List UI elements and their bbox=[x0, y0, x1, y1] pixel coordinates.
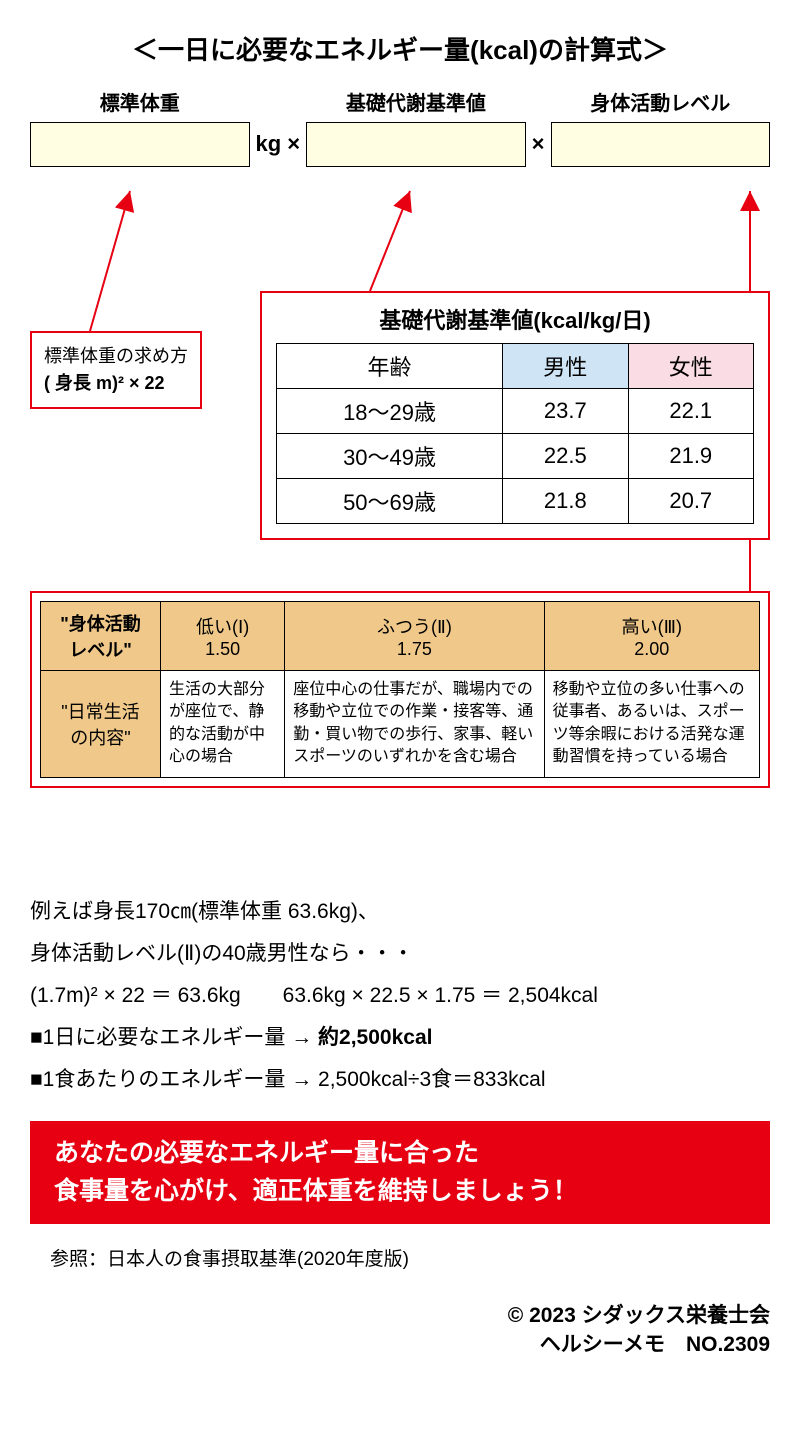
ex5: ■1食あたりのエネルギー量 → 2,500kcal÷3食＝833kcal bbox=[30, 1059, 770, 1101]
reference-text: 参照：日本人の食事摂取基準(2020年度版) bbox=[50, 1244, 770, 1271]
col-female: 女性 bbox=[628, 344, 753, 389]
metabolism-input-box bbox=[306, 122, 526, 167]
example-block: 例えば身長170㎝(標準体重 63.6kg)、 身体活動レベル(Ⅱ)の40歳男性… bbox=[30, 891, 770, 1101]
ex1: 例えば身長170㎝(標準体重 63.6kg)、 bbox=[30, 891, 770, 933]
desc-high: 移動や立位の多い仕事への従事者、あるいは、スポーツ等余暇における活発な運動習慣を… bbox=[544, 671, 759, 778]
level-mid: ふつう(Ⅱ)1.75 bbox=[285, 602, 544, 671]
activity-panel: "身体活動 レベル" 低い(Ⅰ)1.50 ふつう(Ⅱ)1.75 高い(Ⅲ)2.0… bbox=[30, 591, 770, 788]
ex2: 身体活動レベル(Ⅱ)の40歳男性なら・・・ bbox=[30, 933, 770, 975]
cell-male: 22.5 bbox=[503, 434, 628, 479]
table-row: 30～49歳 22.5 21.9 bbox=[277, 434, 754, 479]
metabolism-table: 年齢 男性 女性 18～29歳 23.7 22.1 30～49歳 22.5 21… bbox=[276, 343, 754, 524]
ex4: ■1日に必要なエネルギー量 → 約2,500kcal bbox=[30, 1017, 770, 1059]
cell-age: 50～69歳 bbox=[277, 479, 503, 524]
credit-block: © 2023 シダックス栄養士会 ヘルシーメモ NO.2309 bbox=[30, 1301, 770, 1360]
col-age: 年齢 bbox=[277, 344, 503, 389]
formula-row: 標準体重 kg × 基礎代謝基準値 × 身体活動レベル bbox=[30, 87, 770, 167]
advice-banner: あなたの必要なエネルギー量に合った 食事量を心がけ、適正体重を維持しましょう！ bbox=[30, 1121, 770, 1224]
op1: kg × bbox=[256, 131, 301, 167]
callout-line2: ( 身長 m)² × 22 bbox=[44, 370, 188, 397]
ex3: (1.7m)² × 22 ＝ 63.6kg 63.6kg × 22.5 × 1.… bbox=[30, 975, 770, 1017]
col-male: 男性 bbox=[503, 344, 628, 389]
cell-age: 18～29歳 bbox=[277, 389, 503, 434]
daily-life-label: "日常生活 の内容" bbox=[41, 671, 161, 778]
cell-male: 21.8 bbox=[503, 479, 628, 524]
formula-metabolism: 基礎代謝基準値 bbox=[306, 87, 526, 167]
metabolism-label: 基礎代謝基準値 bbox=[346, 87, 486, 116]
activity-table: "身体活動 レベル" 低い(Ⅰ)1.50 ふつう(Ⅱ)1.75 高い(Ⅲ)2.0… bbox=[40, 601, 760, 778]
metabolism-panel: 基礎代謝基準値(kcal/kg/日) 年齢 男性 女性 18～29歳 23.7 … bbox=[260, 291, 770, 540]
weight-input-box bbox=[30, 122, 250, 167]
metabolism-table-title: 基礎代謝基準値(kcal/kg/日) bbox=[276, 303, 754, 335]
table-row: 18～29歳 23.7 22.1 bbox=[277, 389, 754, 434]
credit2: ヘルシーメモ NO.2309 bbox=[30, 1330, 770, 1359]
activity-input-box bbox=[551, 122, 771, 167]
callout-line1: 標準体重の求め方 bbox=[44, 343, 188, 370]
level-low: 低い(Ⅰ)1.50 bbox=[161, 602, 285, 671]
activity-header-label: "身体活動 レベル" bbox=[41, 602, 161, 671]
cell-female: 20.7 bbox=[628, 479, 753, 524]
desc-mid: 座位中心の仕事だが、職場内での移動や立位での作業・接客等、通勤・買い物での歩行、… bbox=[285, 671, 544, 778]
diagram-area: 標準体重の求め方 ( 身長 m)² × 22 基礎代謝基準値(kcal/kg/日… bbox=[30, 181, 770, 671]
cell-age: 30～49歳 bbox=[277, 434, 503, 479]
level-high: 高い(Ⅲ)2.00 bbox=[544, 602, 759, 671]
weight-formula-callout: 標準体重の求め方 ( 身長 m)² × 22 bbox=[30, 331, 202, 409]
page-title: ＜一日に必要なエネルギー量(kcal)の計算式＞ bbox=[30, 30, 770, 67]
desc-low: 生活の大部分が座位で、静的な活動が中心の場合 bbox=[161, 671, 285, 778]
table-row: 50～69歳 21.8 20.7 bbox=[277, 479, 754, 524]
formula-activity: 身体活動レベル bbox=[551, 87, 771, 167]
credit1: © 2023 シダックス栄養士会 bbox=[30, 1301, 770, 1330]
formula-weight: 標準体重 bbox=[30, 87, 250, 167]
cell-male: 23.7 bbox=[503, 389, 628, 434]
op2: × bbox=[532, 131, 545, 167]
cell-female: 22.1 bbox=[628, 389, 753, 434]
weight-label: 標準体重 bbox=[100, 87, 180, 116]
activity-label: 身体活動レベル bbox=[590, 87, 730, 116]
cell-female: 21.9 bbox=[628, 434, 753, 479]
